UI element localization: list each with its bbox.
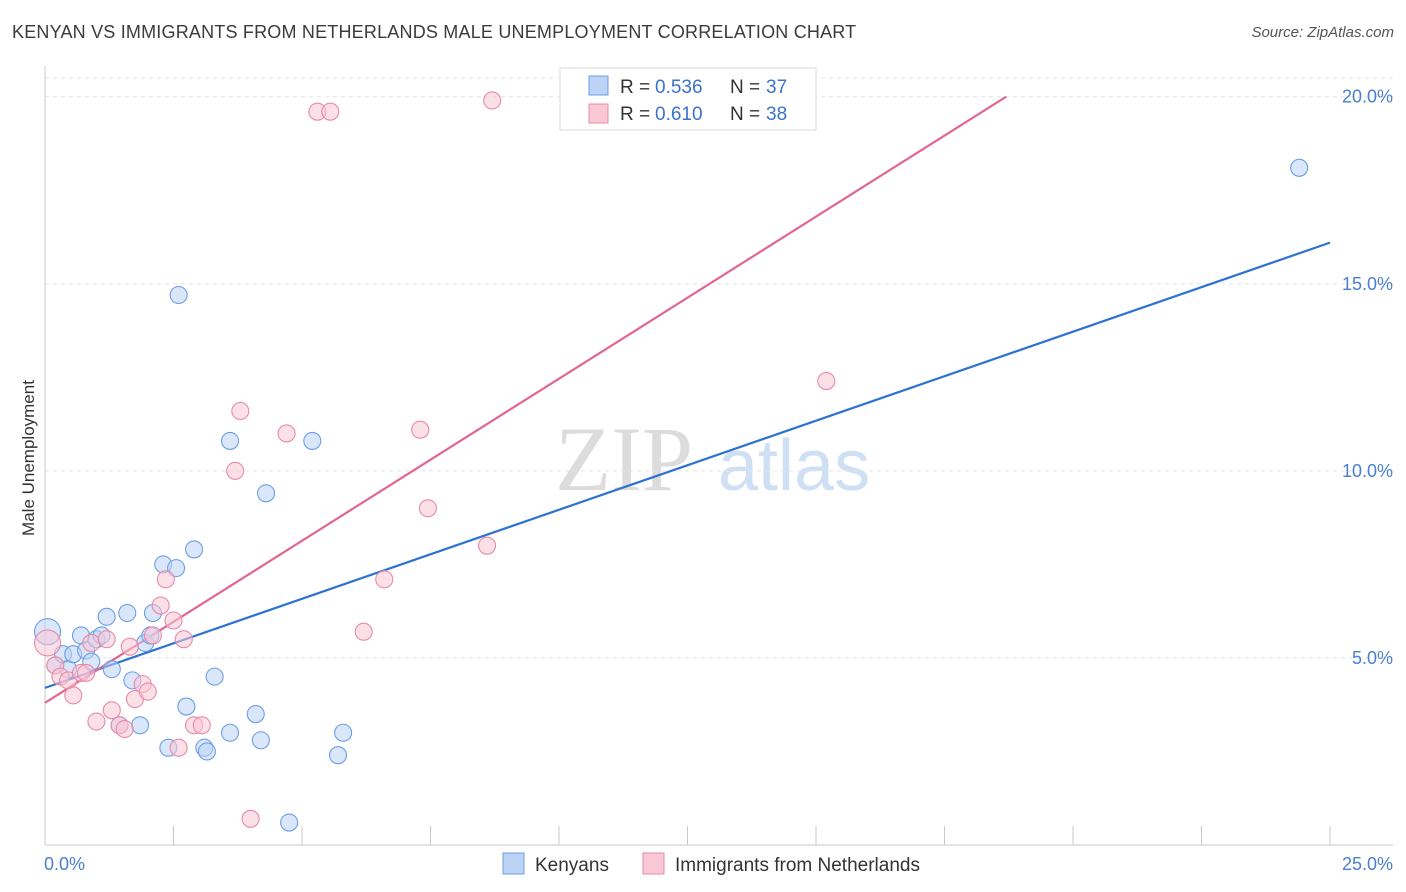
trend-line-kenyans	[44, 241, 1331, 689]
data-point-kenyans	[251, 731, 270, 750]
data-point-kenyans	[246, 704, 265, 724]
data-point-netherlands	[34, 629, 62, 657]
data-point-kenyans	[1290, 158, 1309, 177]
watermark-atlas: atlas	[718, 426, 870, 506]
data-point-kenyans	[328, 746, 348, 765]
legend-r-value-1: 0.536	[655, 77, 703, 98]
data-point-netherlands	[102, 701, 121, 720]
data-point-netherlands	[817, 372, 836, 391]
data-point-netherlands	[418, 499, 437, 518]
data-point-kenyans	[102, 660, 121, 679]
y-axis-label: Male Unemployment	[19, 380, 38, 536]
data-point-netherlands	[164, 611, 183, 630]
legend-n-label-2: N =	[730, 104, 760, 125]
data-point-kenyans	[303, 431, 322, 450]
data-point-netherlands	[82, 633, 101, 653]
data-point-kenyans	[280, 813, 299, 832]
y-tick-label: 10.0%	[1342, 461, 1393, 481]
watermark-zip: ZIP	[555, 408, 693, 510]
data-point-netherlands	[277, 424, 296, 443]
data-point-netherlands	[174, 630, 193, 649]
data-points	[34, 91, 1309, 832]
data-point-netherlands	[321, 102, 340, 121]
y-tick-labels: 5.0% 10.0% 15.0% 20.0%	[1342, 87, 1393, 668]
data-point-kenyans	[256, 484, 276, 503]
legend-n-value-2: 38	[766, 104, 787, 125]
data-point-netherlands	[226, 461, 245, 480]
data-point-netherlands	[120, 637, 139, 656]
legend-swatch-kenyans	[588, 75, 609, 96]
data-point-netherlands	[87, 712, 106, 731]
legend-n-value-1: 37	[766, 77, 787, 98]
trend-line-netherlands	[44, 95, 1007, 704]
axes	[44, 66, 1393, 846]
series-label-netherlands: Immigrants from Netherlands	[675, 855, 920, 876]
data-point-netherlands	[483, 91, 502, 110]
data-point-netherlands	[143, 626, 162, 645]
data-point-netherlands	[97, 630, 116, 649]
data-point-netherlands	[77, 663, 96, 682]
data-point-netherlands	[477, 536, 497, 555]
x-tick-label-max: 25.0%	[1342, 854, 1393, 874]
data-point-netherlands	[169, 738, 188, 757]
series-legend: Kenyans Immigrants from Netherlands	[502, 852, 920, 876]
legend-swatch-netherlands	[588, 103, 609, 124]
data-point-netherlands	[231, 401, 250, 421]
data-point-kenyans	[131, 716, 150, 735]
data-point-kenyans	[118, 603, 137, 623]
series-swatch-netherlands	[642, 852, 665, 875]
series-label-kenyans: Kenyans	[535, 855, 609, 876]
data-point-kenyans	[334, 723, 353, 742]
data-point-kenyans	[177, 697, 196, 716]
data-point-netherlands	[115, 719, 134, 739]
data-point-kenyans	[185, 540, 204, 559]
source-credit: Source: ZipAtlas.com	[1251, 24, 1394, 41]
trend-lines	[44, 95, 1331, 704]
data-point-netherlands	[354, 622, 373, 641]
legend-r-label-2: R =	[620, 104, 650, 125]
data-point-netherlands	[375, 570, 394, 589]
legend-r-value-2: 0.610	[655, 104, 703, 125]
data-point-kenyans	[197, 742, 216, 761]
chart-title: KENYAN VS IMMIGRANTS FROM NETHERLANDS MA…	[12, 22, 857, 42]
data-point-kenyans	[97, 607, 116, 626]
x-tick-label-min: 0.0%	[44, 854, 85, 874]
data-point-netherlands	[64, 686, 83, 705]
data-point-kenyans	[169, 285, 188, 305]
data-point-kenyans	[220, 723, 240, 742]
data-point-kenyans	[220, 431, 240, 450]
data-point-netherlands	[151, 596, 170, 615]
legend-r-label-1: R =	[620, 77, 650, 98]
data-point-kenyans	[167, 559, 186, 578]
data-point-netherlands	[156, 570, 175, 589]
data-point-kenyans	[205, 667, 224, 686]
y-tick-label: 15.0%	[1342, 274, 1393, 294]
data-point-netherlands	[241, 809, 260, 828]
data-point-netherlands	[138, 682, 157, 701]
y-tick-label: 20.0%	[1342, 87, 1393, 107]
data-point-netherlands	[411, 420, 430, 439]
legend-n-label-1: N =	[730, 77, 760, 98]
y-tick-label: 5.0%	[1352, 648, 1393, 668]
grid-lines	[45, 77, 1393, 659]
data-point-netherlands	[192, 716, 211, 735]
correlation-legend: R = 0.536 N = 37 R = 0.610 N = 38	[559, 67, 817, 131]
series-swatch-kenyans	[502, 852, 525, 875]
